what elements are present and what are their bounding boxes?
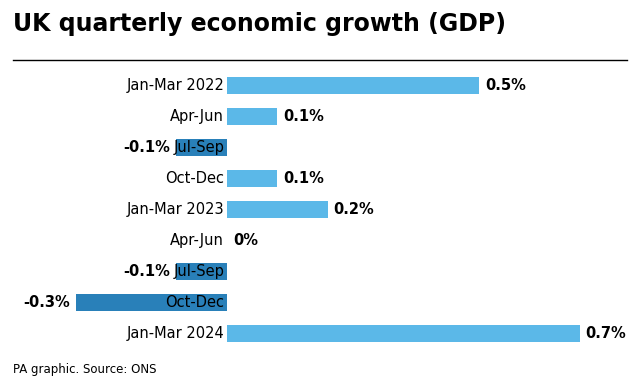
Text: 0.2%: 0.2% (333, 202, 374, 217)
Bar (177, 263, 227, 280)
Text: -0.3%: -0.3% (23, 295, 70, 310)
Text: Jan-Mar 2022: Jan-Mar 2022 (126, 78, 224, 93)
Bar (76, 294, 227, 311)
Text: PA graphic. Source: ONS: PA graphic. Source: ONS (13, 363, 156, 376)
Text: Oct-Dec: Oct-Dec (165, 171, 224, 186)
Text: Jan-Mar 2024: Jan-Mar 2024 (127, 326, 224, 341)
Text: Jul-Sep: Jul-Sep (173, 264, 224, 279)
Bar (227, 77, 479, 94)
Text: -0.1%: -0.1% (124, 140, 170, 155)
Bar (227, 324, 580, 342)
Bar (227, 201, 328, 218)
Bar (177, 139, 227, 156)
Text: 0%: 0% (233, 233, 258, 248)
Text: Apr-Jun: Apr-Jun (170, 109, 224, 124)
Text: -0.1%: -0.1% (124, 264, 170, 279)
Text: Jul-Sep: Jul-Sep (173, 140, 224, 155)
Text: 0.5%: 0.5% (484, 78, 525, 93)
Text: Oct-Dec: Oct-Dec (165, 295, 224, 310)
Text: 0.1%: 0.1% (284, 109, 324, 124)
Bar (227, 170, 277, 187)
Text: UK quarterly economic growth (GDP): UK quarterly economic growth (GDP) (13, 12, 506, 36)
Text: Jan-Mar 2023: Jan-Mar 2023 (127, 202, 224, 217)
Bar (227, 108, 277, 125)
Text: Apr-Jun: Apr-Jun (170, 233, 224, 248)
Text: 0.7%: 0.7% (586, 326, 627, 341)
Text: 0.1%: 0.1% (284, 171, 324, 186)
